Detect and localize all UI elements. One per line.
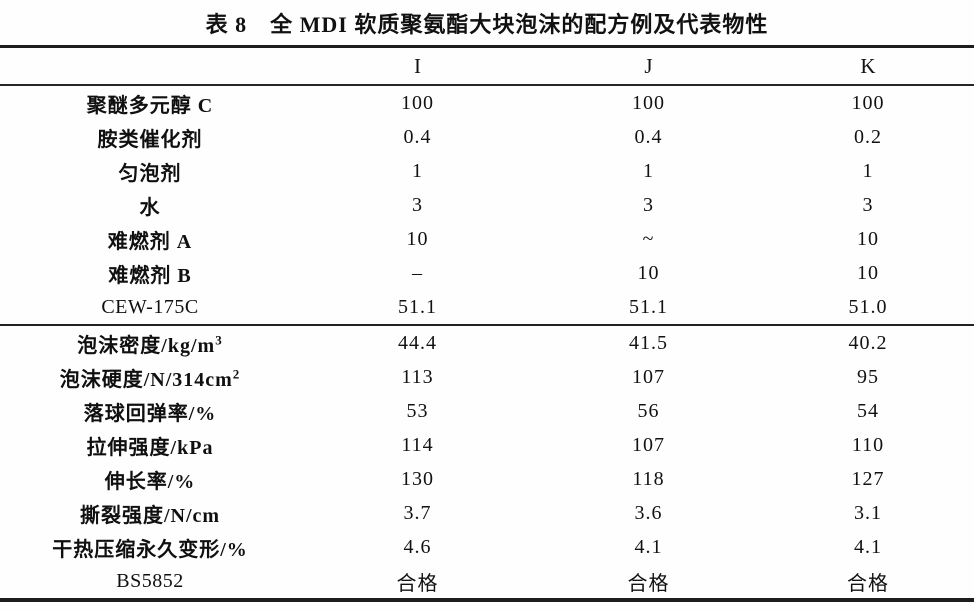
cell-value: 0.4 xyxy=(403,125,432,148)
row-label: 难燃剂 A xyxy=(107,230,193,253)
cell-value: 1 xyxy=(412,159,423,182)
cell-value: 107 xyxy=(632,433,665,456)
cell-value: 3 xyxy=(412,193,423,216)
column-header-j: J xyxy=(644,53,653,78)
row-label: 泡沫密度/kg/m3 xyxy=(77,331,223,357)
cell-value: 3.7 xyxy=(403,501,432,524)
cell-value: ~ xyxy=(642,227,655,250)
cell-value: 100 xyxy=(401,91,434,114)
cell-value: 40.2 xyxy=(848,331,888,354)
cell-value: 3 xyxy=(862,193,874,216)
cell-value: 113 xyxy=(401,365,434,388)
cell-value: 0.2 xyxy=(854,125,882,148)
superscript: 3 xyxy=(215,331,223,347)
cell-value: 100 xyxy=(851,91,885,114)
cell-value: 4.1 xyxy=(634,535,663,558)
column-header-i: I xyxy=(414,53,421,78)
cell-value: 4.6 xyxy=(403,535,432,558)
table-row: 泡沫硬度/N/314cm2 113 107 95 xyxy=(0,360,974,394)
row-label: 落球回弹率/% xyxy=(83,402,217,425)
table-row: 聚醚多元醇 C 100 100 100 xyxy=(0,86,974,120)
table-row: 落球回弹率/% 53 56 54 xyxy=(0,394,974,428)
column-header-k: K xyxy=(860,53,876,78)
table-row: 水 3 3 3 xyxy=(0,188,974,222)
cell-value: 100 xyxy=(632,91,665,114)
cell-value: 51.1 xyxy=(629,295,668,318)
row-label: 水 xyxy=(139,196,161,219)
cell-value: 56 xyxy=(637,399,660,422)
cell-value: 3.6 xyxy=(634,501,663,524)
cell-value: 合格 xyxy=(627,572,670,595)
cell-value: 10 xyxy=(857,261,879,284)
table-row: 伸长率/% 130 118 127 xyxy=(0,462,974,496)
table-row: BS5852 合格 合格 合格 xyxy=(0,564,974,598)
cell-value: 53 xyxy=(406,399,429,422)
row-label: CEW-175C xyxy=(101,295,199,318)
cell-value: 51.0 xyxy=(848,295,888,318)
cell-value: 114 xyxy=(401,433,434,456)
row-label: 撕裂强度/N/cm xyxy=(79,504,221,527)
bottom-rule xyxy=(0,598,974,602)
cell-value: 107 xyxy=(632,365,665,388)
cell-value: 127 xyxy=(851,467,885,490)
cell-value: – xyxy=(412,261,423,284)
table-title: 表 8 全 MDI 软质聚氨酯大块泡沫的配方例及代表物性 xyxy=(205,11,769,37)
cell-value: 41.5 xyxy=(629,331,668,354)
row-label: 难燃剂 B xyxy=(108,264,192,287)
row-label: 拉伸强度/kPa xyxy=(86,436,214,459)
properties-section: 泡沫密度/kg/m3 44.4 41.5 40.2 泡沫硬度/N/314cm2 113 10… xyxy=(0,326,974,598)
section-divider-rule xyxy=(0,324,974,326)
row-label: 聚醚多元醇 C xyxy=(86,94,214,117)
cell-value: 54 xyxy=(857,399,879,422)
cell-value: 10 xyxy=(406,227,429,250)
cell-value: 1 xyxy=(862,159,874,182)
cell-value: 51.1 xyxy=(398,295,437,318)
row-label: 胺类催化剂 xyxy=(97,128,203,151)
table-row: 胺类催化剂 0.4 0.4 0.2 xyxy=(0,120,974,154)
row-label: 伸长率/% xyxy=(104,470,196,493)
cell-value: 合格 xyxy=(847,572,889,595)
table-row: 难燃剂 A 10 ~10 xyxy=(0,222,974,256)
cell-value: 1 xyxy=(643,159,654,182)
table-row: 泡沫密度/kg/m3 44.4 41.5 40.2 xyxy=(0,326,974,360)
table-row: 拉伸强度/kPa 114 107 110 xyxy=(0,428,974,462)
top-rule xyxy=(0,45,974,48)
cell-value: 110 xyxy=(851,433,885,456)
row-label: 匀泡剂 xyxy=(118,162,182,185)
table-row: 干热压缩永久变形/% 4.6 4.1 4.1 xyxy=(0,530,974,564)
table-header-row: I J K xyxy=(0,48,974,84)
cell-value: 3 xyxy=(643,193,654,216)
row-label: BS5852 xyxy=(116,569,184,592)
row-label: 泡沫硬度/N/314cm2 xyxy=(59,365,241,391)
cell-value: 44.4 xyxy=(398,331,437,354)
cell-value: 3.1 xyxy=(854,501,882,524)
cell-value: 4.1 xyxy=(854,535,882,558)
row-label: 干热压缩永久变形/% xyxy=(52,538,248,561)
table-row: 难燃剂 B – 10 10 xyxy=(0,256,974,290)
header-rule xyxy=(0,84,974,86)
cell-value: 118 xyxy=(632,467,665,490)
cell-value: 95 xyxy=(857,365,879,388)
cell-value: 合格 xyxy=(396,572,439,595)
superscript: 2 xyxy=(232,365,241,381)
table-row: CEW-175C 51.1 51.1 51.0 xyxy=(0,290,974,324)
table-row: 撕裂强度/N/cm 3.7 3.6 3.1 xyxy=(0,496,974,530)
cell-value: 130 xyxy=(401,467,434,490)
table-row: 匀泡剂 1 1 1 xyxy=(0,154,974,188)
cell-value: 10 xyxy=(637,261,660,284)
formulation-section: 聚醚多元醇 C 100 100 100 胺类催化剂 0.4 0.4 0.2 匀泡剂 1 1 1 水 3 3 3… xyxy=(0,86,974,324)
cell-value: 10 xyxy=(857,227,879,250)
cell-value: 0.4 xyxy=(634,125,663,148)
